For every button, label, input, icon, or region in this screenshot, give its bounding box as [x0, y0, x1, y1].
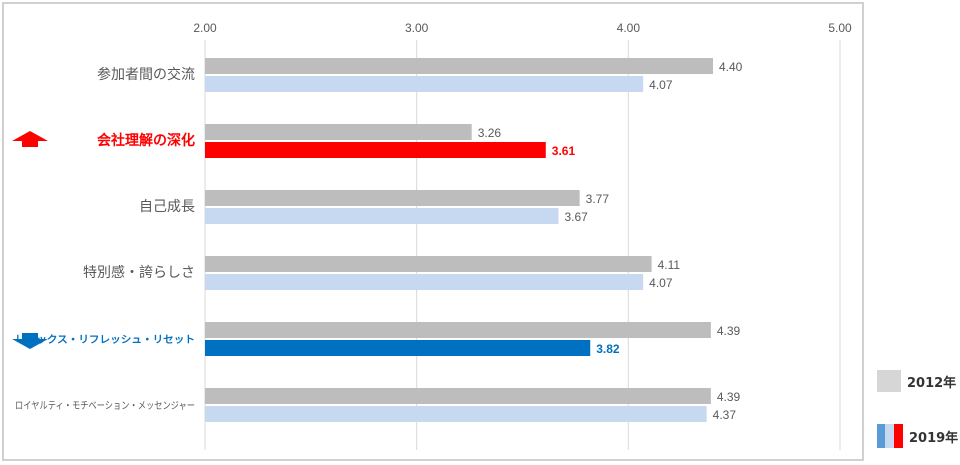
data-label: 4.07	[649, 276, 673, 290]
data-label: 4.40	[719, 60, 743, 74]
legend-label-2012: 2012年	[907, 375, 957, 391]
bar-2012	[205, 124, 472, 140]
bar-2012	[205, 58, 713, 74]
data-label: 3.82	[596, 342, 620, 356]
legend-swatch-2019	[877, 424, 903, 448]
data-label: 3.77	[586, 192, 610, 206]
category-label: リラックス・リフレッシュ・リセット	[15, 334, 195, 346]
bar-2019	[205, 340, 591, 356]
legend-swatch-2012	[877, 370, 901, 392]
data-label: 4.39	[717, 324, 741, 338]
bar-2019	[205, 142, 546, 158]
x-tick-label: 3.00	[405, 21, 429, 35]
bar-2012	[205, 190, 580, 206]
up-arrow-icon	[12, 131, 48, 147]
data-label: 3.61	[552, 144, 576, 158]
category-label: ロイヤルティ・モチベーション・メッセンジャー	[15, 400, 195, 412]
data-label: 4.07	[649, 78, 673, 92]
x-tick-label: 2.00	[193, 21, 217, 35]
down-arrow-icon	[12, 333, 48, 349]
data-label: 4.11	[658, 258, 681, 272]
category-label: 会社理解の深化	[97, 132, 195, 148]
bar-2012	[205, 388, 711, 404]
bar-2019	[205, 208, 559, 224]
data-label: 4.39	[717, 390, 741, 404]
bar-2012	[205, 322, 711, 338]
legend-item-2019: 2019年	[877, 424, 958, 448]
category-label: 参加者間の交流	[97, 66, 195, 82]
bar-2012	[205, 256, 652, 272]
x-tick-label: 4.00	[617, 21, 641, 35]
data-label: 4.37	[713, 408, 737, 422]
data-label: 3.26	[478, 126, 502, 140]
bar-2019	[205, 76, 644, 92]
category-label: 特別感・誇らしさ	[83, 264, 195, 280]
legend-label-2019: 2019年	[909, 430, 959, 446]
legend-item-2012: 2012年	[877, 370, 956, 392]
bar-2019	[205, 274, 644, 290]
bar-chart: 2.00 3.00 4.00 5.00 参加者間の交流 4.40 4.07 会社理解の深化 3.…	[12, 21, 852, 450]
data-label: 3.67	[564, 210, 588, 224]
x-tick-label: 5.00	[828, 21, 852, 35]
category-label: 自己成長	[139, 198, 195, 214]
bar-2019	[205, 406, 707, 422]
